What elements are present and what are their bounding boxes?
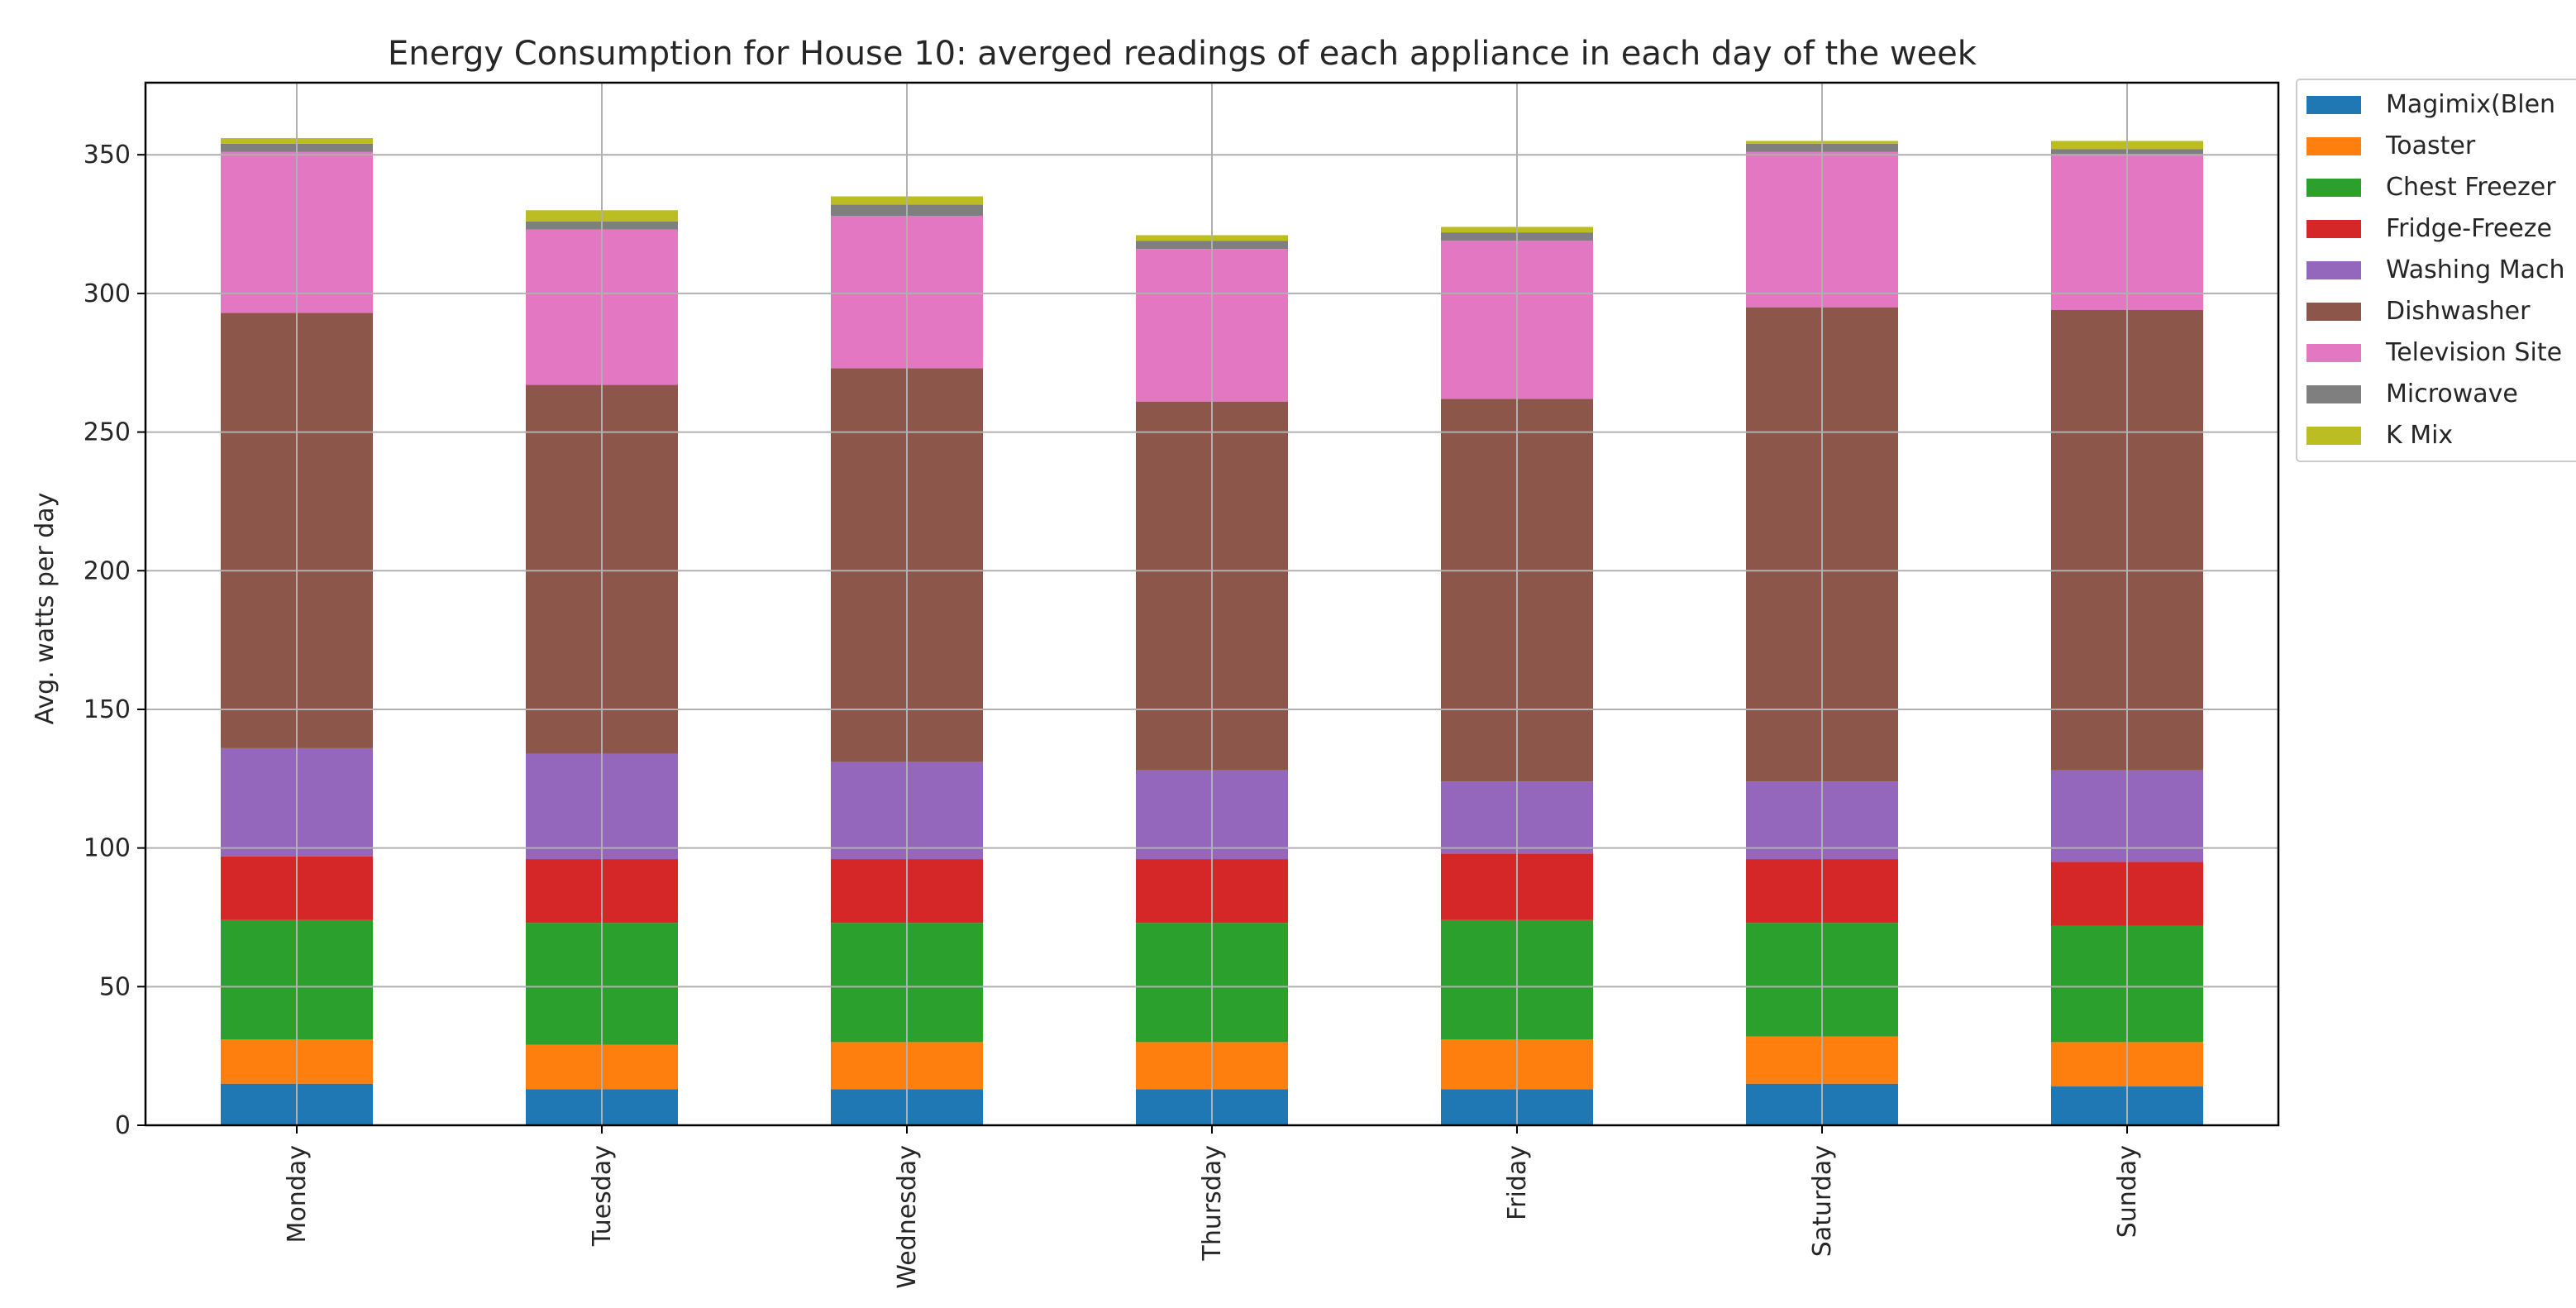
legend-label: Toaster [2385, 131, 2476, 160]
grid-layer [145, 83, 2278, 1126]
legend-label: Television Site [2385, 338, 2562, 367]
legend-label: K Mix [2386, 421, 2453, 450]
x-tick-label-thursday: Thursday [1198, 1145, 1227, 1262]
y-tick-label: 350 [83, 141, 131, 169]
legend-swatch [2306, 344, 2361, 362]
y-tick-label: 100 [83, 834, 131, 863]
legend-label: Magimix(Blen [2386, 90, 2555, 119]
y-tick-label: 50 [99, 972, 131, 1001]
x-tick-label-wednesday: Wednesday [893, 1145, 922, 1289]
y-axis-label: Avg. watts per day [31, 493, 60, 725]
legend-swatch [2306, 427, 2361, 445]
legend-label: Chest Freezer [2386, 173, 2556, 202]
legend-swatch [2306, 137, 2361, 155]
y-tick-label: 200 [83, 556, 131, 585]
y-tick-label: 250 [83, 418, 131, 447]
legend-label: Dishwasher [2386, 297, 2531, 326]
legend-label: Fridge-Freeze [2386, 214, 2552, 243]
legend: Magimix(Blen Toaster Chest Freezer Fridge-F… [2296, 79, 2576, 462]
x-tick-label-monday: Monday [283, 1145, 312, 1243]
x-tick-label-saturday: Saturday [1808, 1145, 1837, 1257]
legend-swatch [2306, 303, 2361, 321]
legend-swatch [2306, 385, 2361, 403]
x-tick-label-friday: Friday [1503, 1145, 1532, 1220]
legend-swatch [2306, 96, 2361, 114]
chart-title: Energy Consumption for House 10: averged… [388, 35, 1977, 73]
legend-swatch [2306, 261, 2361, 279]
axes-layer: 0 50 100 150 200 250 300 350 Monday Tuesday Wednes… [83, 81, 2280, 1289]
legend-swatch [2306, 220, 2361, 238]
legend-label: Washing Mach [2386, 255, 2564, 284]
y-tick-label: 150 [83, 695, 131, 724]
legend-swatch [2306, 179, 2361, 197]
x-tick-label-sunday: Sunday [2113, 1145, 2142, 1238]
x-tick-label-tuesday: Tuesday [588, 1145, 617, 1247]
legend-box [2296, 79, 2576, 462]
legend-label: Microwave [2386, 380, 2518, 408]
y-tick-label: 0 [115, 1111, 131, 1140]
y-tick-label: 300 [83, 279, 131, 308]
